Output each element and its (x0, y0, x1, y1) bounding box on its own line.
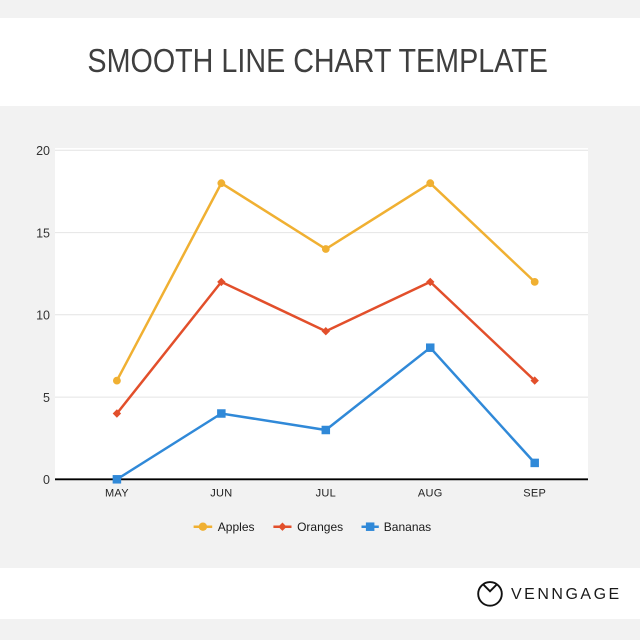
svg-text:20: 20 (36, 144, 50, 158)
svg-text:0: 0 (43, 473, 50, 487)
svg-text:MAY: MAY (105, 488, 129, 500)
svg-text:10: 10 (36, 309, 50, 323)
svg-text:AUG: AUG (418, 488, 443, 500)
svg-text:SEP: SEP (523, 488, 546, 500)
svg-text:JUN: JUN (210, 488, 232, 500)
svg-text:15: 15 (36, 226, 50, 240)
svg-text:Oranges: Oranges (297, 520, 343, 534)
svg-text:JUL: JUL (316, 488, 336, 500)
svg-text:VENNGAGE: VENNGAGE (511, 586, 622, 603)
svg-text:Bananas: Bananas (384, 520, 431, 534)
svg-text:Apples: Apples (218, 520, 255, 534)
svg-text:5: 5 (43, 391, 50, 405)
